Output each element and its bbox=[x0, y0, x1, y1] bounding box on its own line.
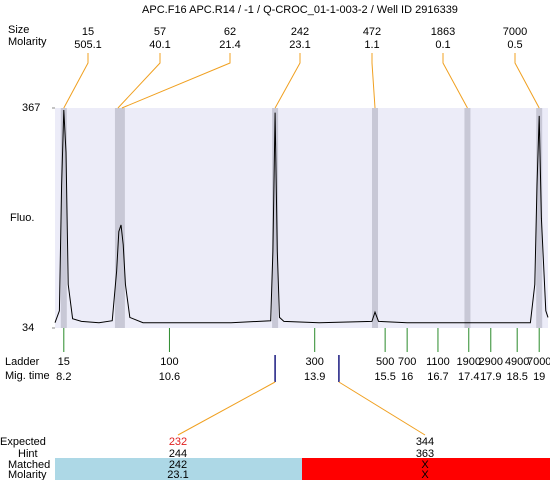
matched-value: 242 bbox=[169, 459, 187, 471]
peak-molarity: 505.1 bbox=[74, 39, 102, 51]
peak-molarity: 1.1 bbox=[364, 39, 379, 51]
peak-band bbox=[372, 108, 379, 328]
ladder-time: 17.9 bbox=[480, 371, 501, 383]
ladder-time: 17.4 bbox=[458, 371, 479, 383]
expected-value: 344 bbox=[416, 436, 434, 448]
y-tick-label: 367 bbox=[22, 102, 40, 114]
expected-value: 232 bbox=[169, 436, 187, 448]
peak-connector bbox=[274, 53, 301, 109]
ladder-size: 300 bbox=[306, 356, 324, 368]
ladder-time: 10.6 bbox=[159, 371, 180, 383]
hint-label: Hint bbox=[18, 448, 38, 460]
molarity-row-label: Molarity bbox=[8, 469, 47, 480]
peak-connector bbox=[514, 53, 540, 109]
expected-label: Expected bbox=[0, 436, 46, 448]
peak-band bbox=[272, 108, 279, 328]
peak-band bbox=[60, 108, 67, 328]
peak-size: 242 bbox=[291, 26, 309, 38]
ladder-label: Ladder bbox=[5, 356, 40, 368]
peak-size: 472 bbox=[363, 26, 381, 38]
molarity-label: Molarity bbox=[8, 36, 47, 48]
peak-molarity: 0.1 bbox=[435, 39, 450, 51]
y-tick-label: 34 bbox=[22, 322, 34, 334]
trace bbox=[54, 109, 549, 324]
hint-value: 244 bbox=[169, 448, 187, 460]
size-label: Size bbox=[8, 24, 29, 36]
peak-connector bbox=[63, 53, 89, 109]
ladder-size: 700 bbox=[398, 356, 416, 368]
ladder-size: 1900 bbox=[457, 356, 481, 368]
ladder-size: 100 bbox=[160, 356, 178, 368]
expected-connector bbox=[177, 381, 276, 436]
ladder-size: 2900 bbox=[479, 356, 503, 368]
peak-molarity: 40.1 bbox=[149, 39, 170, 51]
title: APC.F16 APC.R14 / -1 / Q-CROC_01-1-003-2… bbox=[142, 4, 458, 16]
peak-size: 15 bbox=[82, 26, 94, 38]
ladder-size: 7000 bbox=[527, 356, 550, 368]
ladder-size: 500 bbox=[376, 356, 394, 368]
peak-size: 7000 bbox=[503, 26, 527, 38]
peak-molarity: 23.1 bbox=[289, 39, 310, 51]
expected-connector bbox=[338, 381, 426, 436]
peak-size: 1863 bbox=[431, 26, 455, 38]
peak-connector bbox=[121, 53, 231, 109]
matched-label: Matched bbox=[8, 459, 50, 471]
molarity-value: X bbox=[421, 469, 429, 480]
ladder-time: 18.5 bbox=[506, 371, 527, 383]
ladder-time: 16.7 bbox=[427, 371, 448, 383]
molarity-value: 23.1 bbox=[167, 469, 188, 480]
peak-size: 62 bbox=[224, 26, 236, 38]
peak-connector bbox=[117, 53, 161, 109]
plot-area bbox=[55, 108, 548, 328]
mig-time-label: Mig. time bbox=[5, 370, 50, 382]
peak-size: 57 bbox=[154, 26, 166, 38]
ladder-time: 8.2 bbox=[56, 371, 71, 383]
ladder-size: 15 bbox=[58, 356, 70, 368]
y-label: Fluo. bbox=[10, 212, 34, 224]
peak-band bbox=[464, 108, 471, 328]
ladder-time: 16 bbox=[401, 371, 413, 383]
peak-band bbox=[118, 108, 125, 328]
ladder-size: 4900 bbox=[505, 356, 529, 368]
matched-value: X bbox=[421, 459, 429, 471]
hint-value: 363 bbox=[416, 448, 434, 460]
ladder-time: 13.9 bbox=[304, 371, 325, 383]
ladder-time: 15.5 bbox=[374, 371, 395, 383]
unmatched-bg bbox=[302, 458, 550, 480]
peak-band bbox=[536, 108, 543, 328]
ladder-size: 1100 bbox=[426, 356, 450, 368]
peak-connector bbox=[442, 53, 468, 109]
peak-molarity: 0.5 bbox=[507, 39, 522, 51]
ladder-time: 19 bbox=[533, 371, 545, 383]
peak-connector bbox=[371, 53, 376, 109]
peak-band bbox=[114, 108, 121, 328]
matched-bg bbox=[55, 458, 302, 480]
peak-molarity: 21.4 bbox=[219, 39, 240, 51]
